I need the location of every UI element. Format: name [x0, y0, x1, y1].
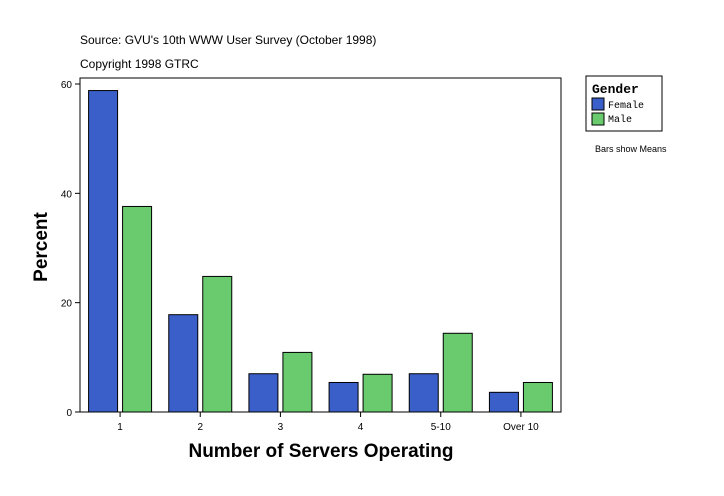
y-axis-title: Percent: [31, 211, 52, 281]
x-axis-title: Number of Servers Operating: [188, 441, 453, 462]
bar-female-4: [408, 373, 439, 413]
x-tick-label: 3: [278, 422, 284, 433]
legend-title: Gender: [592, 82, 639, 97]
legend-label-female: Female: [608, 100, 644, 112]
bar-female-1: [168, 314, 199, 413]
bar-female-5: [488, 391, 519, 413]
bar-male-0: [122, 205, 153, 413]
legend: Gender Female Male: [585, 75, 663, 132]
bars-show-means-note: Bars show Means: [595, 144, 667, 154]
y-axis-ticks: 0 20 40 60: [61, 80, 80, 419]
bars: [88, 90, 553, 413]
bar-female-2: [248, 373, 279, 413]
x-tick-label: 4: [358, 422, 364, 433]
bar-male-3: [362, 373, 393, 413]
source-line: Source: GVU's 10th WWW User Survey (Octo…: [80, 33, 376, 47]
bar-female-0: [88, 90, 119, 413]
bar-male-1: [202, 275, 233, 413]
y-tick-label: 0: [66, 408, 72, 419]
x-tick-label: 1: [117, 422, 123, 433]
y-tick-label: 40: [61, 189, 73, 200]
bar-male-4: [442, 332, 473, 413]
copyright-line: Copyright 1998 GTRC: [80, 57, 199, 71]
x-tick-label: 2: [197, 422, 203, 433]
legend-label-male: Male: [608, 114, 632, 126]
x-tick-label: Over 10: [503, 422, 539, 433]
y-tick-label: 60: [61, 80, 73, 91]
x-axis-ticks: 1 2 3 4 5-10 Over 10: [117, 412, 539, 433]
bar-female-3: [328, 381, 359, 413]
legend-swatch-male: [591, 112, 605, 126]
plot-frame: [79, 77, 562, 413]
bar-male-5: [522, 381, 553, 413]
bar-male-2: [282, 351, 313, 413]
x-tick-label: 5-10: [431, 422, 451, 433]
y-tick-label: 20: [61, 299, 73, 310]
legend-swatch-female: [591, 97, 605, 111]
